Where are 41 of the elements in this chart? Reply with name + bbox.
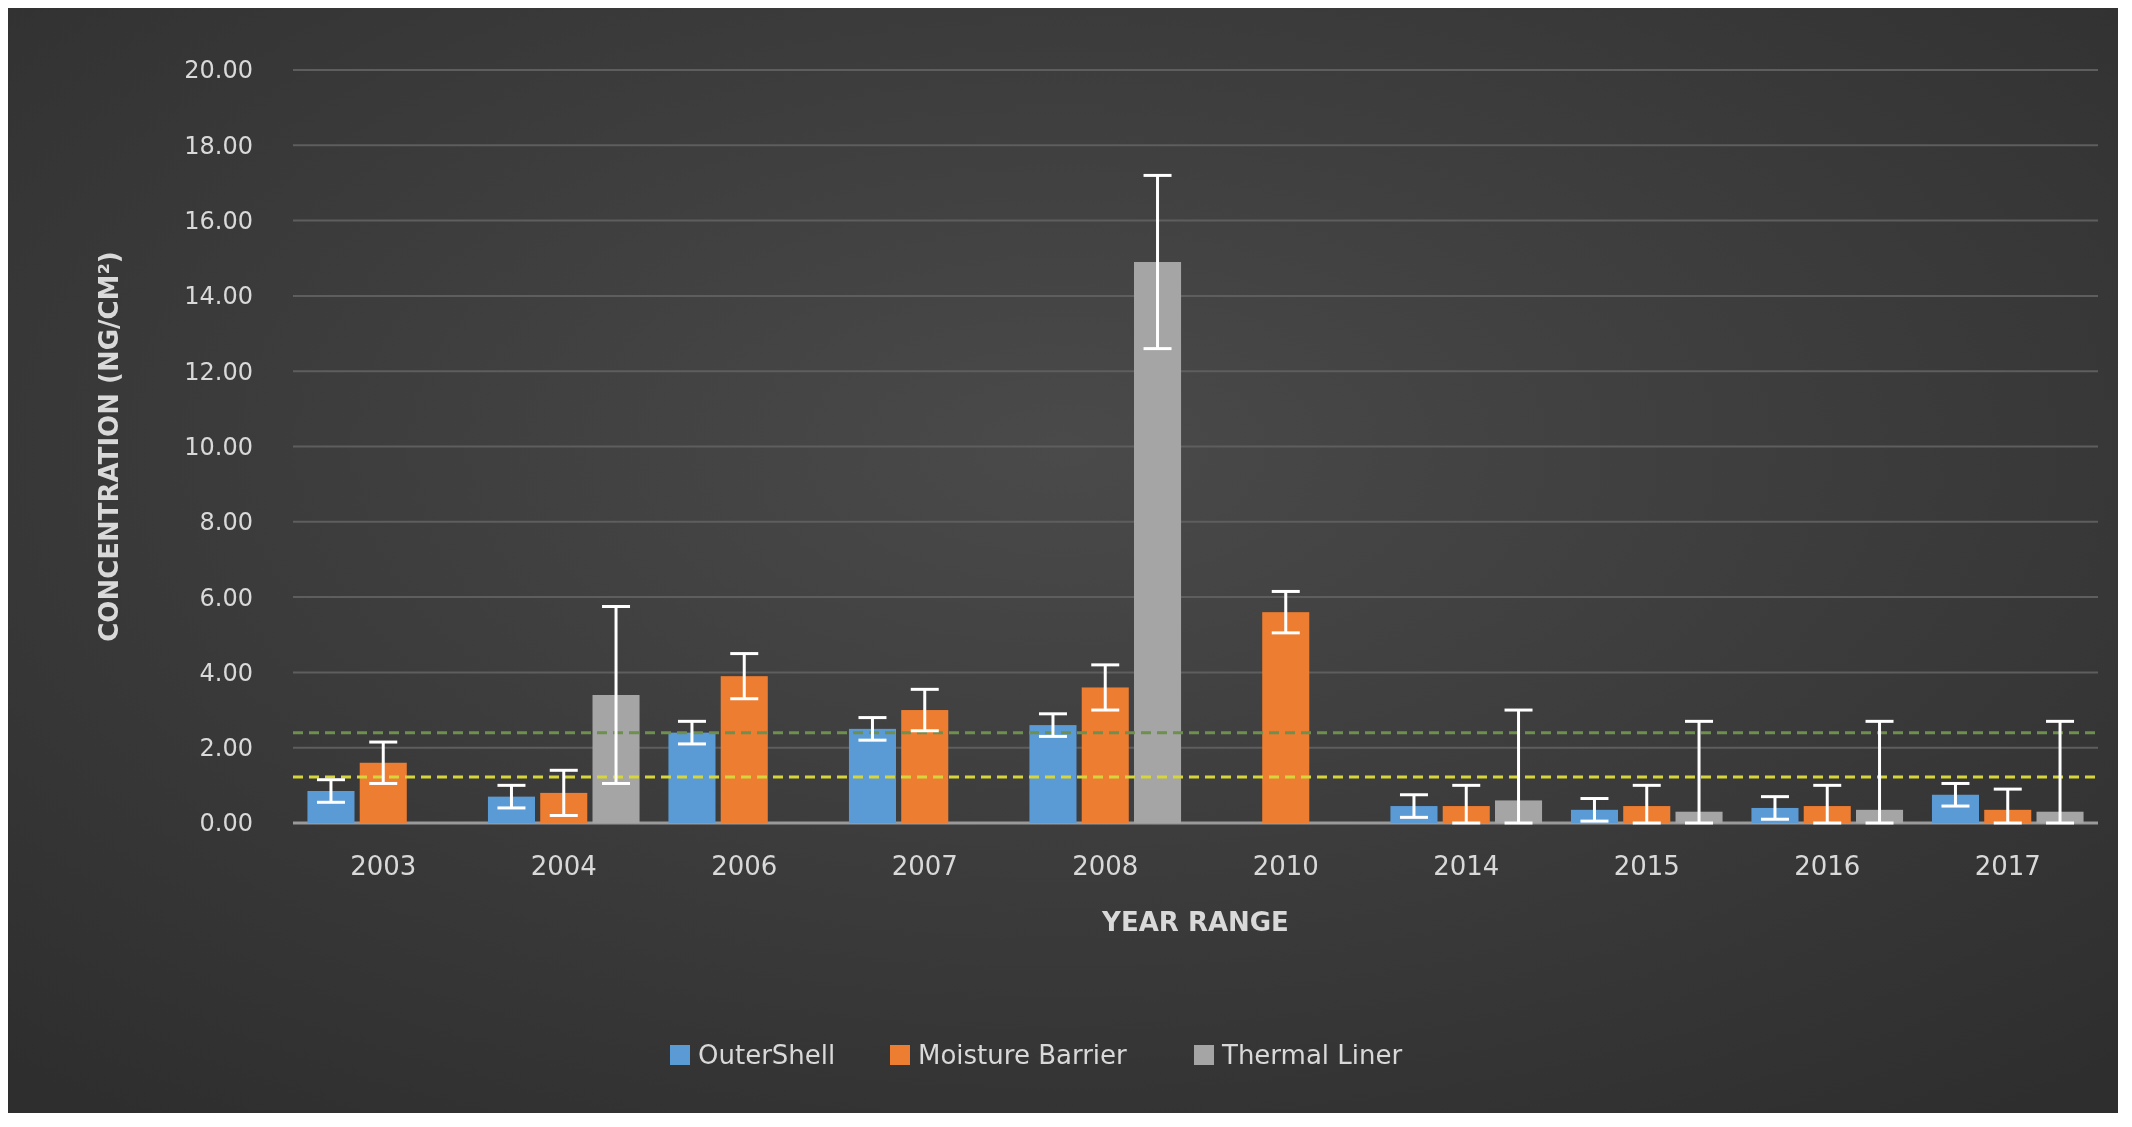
x-tick-label: 2015 bbox=[1613, 851, 1680, 881]
y-tick-label: 12.00 bbox=[184, 357, 253, 386]
bar bbox=[720, 676, 768, 823]
bar bbox=[668, 732, 716, 823]
x-tick-label: 2006 bbox=[711, 851, 778, 881]
y-tick-label: 20.00 bbox=[184, 56, 253, 85]
y-tick-label: 2.00 bbox=[199, 734, 253, 763]
bar bbox=[1029, 725, 1077, 823]
y-tick-label: 4.00 bbox=[199, 658, 253, 687]
bar bbox=[1442, 806, 1490, 823]
legend-label: Moisture Barrier bbox=[918, 1040, 1128, 1071]
y-tick-label: 16.00 bbox=[184, 207, 253, 235]
legend-label: OuterShell bbox=[698, 1040, 836, 1071]
bar bbox=[901, 710, 949, 823]
y-tick-label: 6.00 bbox=[199, 583, 253, 612]
bar bbox=[848, 728, 896, 823]
x-tick-label: 2010 bbox=[1252, 851, 1319, 881]
x-axis-title: YEAR RANGE bbox=[1101, 907, 1289, 937]
x-tick-label: 2004 bbox=[530, 851, 597, 881]
x-tick-label: 2016 bbox=[1794, 851, 1861, 881]
bar bbox=[540, 792, 588, 823]
bar bbox=[487, 796, 535, 823]
bar bbox=[1931, 794, 1979, 823]
x-tick-label: 2007 bbox=[891, 851, 958, 881]
y-tick-label: 10.00 bbox=[184, 432, 253, 461]
y-tick-label: 18.00 bbox=[184, 131, 253, 160]
y-tick-label: 14.00 bbox=[184, 282, 253, 311]
y-axis-title: CONCENTRATION (NG/CM²) bbox=[94, 251, 124, 642]
bar bbox=[307, 791, 355, 823]
y-tick-label: 8.00 bbox=[199, 508, 253, 537]
bar bbox=[1262, 612, 1310, 823]
legend-label: Thermal Liner bbox=[1221, 1040, 1403, 1071]
bar bbox=[359, 762, 407, 823]
x-tick-label: 2014 bbox=[1433, 851, 1500, 881]
x-tick-label: 2017 bbox=[1974, 851, 2041, 881]
bar bbox=[1803, 806, 1851, 823]
y-tick-label: 0.00 bbox=[199, 809, 253, 838]
bar bbox=[1623, 806, 1671, 823]
bar bbox=[1081, 687, 1129, 823]
x-tick-label: 2003 bbox=[350, 851, 417, 881]
x-tick-label: 2008 bbox=[1072, 851, 1139, 881]
